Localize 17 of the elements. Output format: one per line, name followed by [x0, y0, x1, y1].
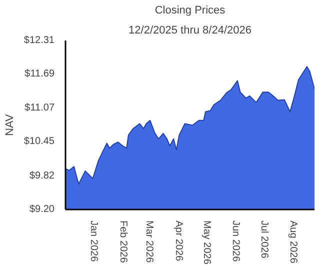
x-tick-label: Feb 2026 [117, 220, 128, 264]
x-tick-label: Apr 2026 [172, 220, 184, 262]
x-tick-label: Mar 2026 [144, 220, 155, 264]
x-tick-label: May 2026 [200, 220, 212, 265]
x-tick-label: Jul 2026 [258, 220, 270, 259]
y-tick-label: $11.07 [24, 102, 55, 114]
y-tick-label: $10.45 [24, 136, 55, 148]
y-axis-title: NAV [4, 113, 16, 136]
x-tick-label: Jun 2026 [230, 220, 242, 262]
y-tick-label: $9.82 [29, 170, 55, 182]
y-tick-label: $12.31 [24, 35, 55, 46]
chart-title: Closing Prices [154, 4, 226, 16]
x-tick-label: Jan 2026 [88, 220, 100, 262]
y-tick-label: $11.69 [24, 68, 55, 80]
x-tick-label: Aug 2026 [287, 220, 298, 264]
y-tick-label: $9.20 [29, 204, 55, 215]
chart-subtitle: 12/2/2025 thru 8/24/2026 [128, 24, 252, 36]
